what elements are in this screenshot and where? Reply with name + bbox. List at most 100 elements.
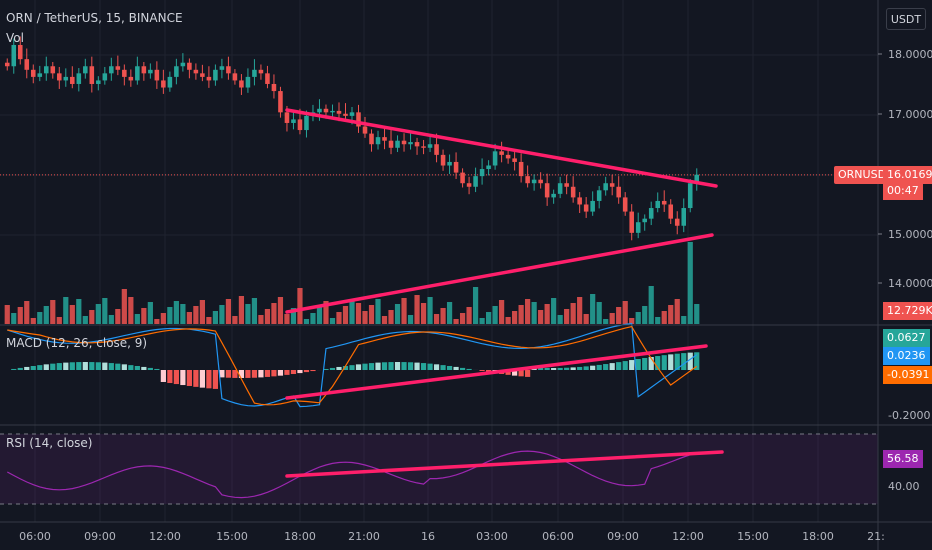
macd-hist-bar xyxy=(30,366,36,370)
macd-hist-bar xyxy=(50,363,56,370)
currency-button[interactable]: USDT xyxy=(886,8,926,30)
macd-hist-bar xyxy=(121,364,127,370)
candle-body xyxy=(635,222,641,233)
macd-hist-bar xyxy=(212,370,219,389)
macd-hist-bar xyxy=(362,363,368,370)
volume-bar xyxy=(167,307,173,324)
macd-hist-bar xyxy=(551,367,557,370)
volume-bar xyxy=(43,306,49,324)
macd-hist-bar xyxy=(466,368,472,370)
macd-hist-bar xyxy=(440,365,446,370)
time-tick-label: 06:00 xyxy=(542,530,574,543)
candle-body xyxy=(622,197,628,212)
candle-body xyxy=(616,186,621,198)
candle-body xyxy=(226,66,231,74)
macd-hist-bar xyxy=(564,367,570,370)
candle-body xyxy=(486,165,491,170)
trendline xyxy=(285,450,724,478)
volume-bar xyxy=(544,304,550,324)
macd-hist-bar xyxy=(518,370,524,377)
candle-body xyxy=(76,73,82,84)
candle-body xyxy=(440,154,446,166)
macd-hist-bar xyxy=(648,356,654,370)
candle-body xyxy=(174,66,179,77)
volume-bar xyxy=(518,305,524,324)
volume-bar xyxy=(251,298,258,324)
candle-body xyxy=(323,108,329,113)
trendlines[interactable] xyxy=(285,108,724,478)
candle-body xyxy=(460,172,465,184)
volume-bar xyxy=(232,316,238,324)
macd-hist-bar xyxy=(199,370,205,388)
candle-body xyxy=(512,158,517,162)
volume-bar xyxy=(245,304,251,324)
volume-bar xyxy=(89,310,95,324)
candle-body xyxy=(187,62,192,70)
macd-hist-bar xyxy=(355,364,362,370)
candle-body xyxy=(603,183,608,191)
volume-bar xyxy=(459,313,466,324)
candle-body xyxy=(148,69,153,74)
macd-hist-bar xyxy=(590,365,596,370)
volume-bar xyxy=(492,306,498,324)
candle-body xyxy=(278,91,283,113)
volume-bar xyxy=(401,298,407,324)
volume-bar xyxy=(50,300,56,324)
candle-body xyxy=(96,80,101,84)
candle-body xyxy=(395,140,400,148)
macd-hist-bar xyxy=(388,362,394,370)
volume-bar xyxy=(225,299,232,324)
volume-bar xyxy=(37,312,43,324)
macd-hist-bar xyxy=(167,370,173,384)
candle-body xyxy=(83,66,88,74)
macd-hist-bar xyxy=(427,363,433,370)
macd-hist-bar xyxy=(225,370,232,378)
candle-body xyxy=(408,142,413,145)
macd-hist-bar xyxy=(401,362,407,370)
volume-bar xyxy=(570,303,576,324)
macd-hist-bar xyxy=(622,361,628,370)
volume-bar xyxy=(388,310,394,324)
candle-body xyxy=(271,83,277,92)
macd-hist-bar xyxy=(284,370,290,375)
macd-hist-bar xyxy=(538,367,544,370)
volume-bar xyxy=(206,317,212,324)
macd-hist-bar xyxy=(694,352,700,370)
candle-body xyxy=(414,142,420,147)
candle-body xyxy=(206,76,212,81)
volume-bar xyxy=(17,307,23,324)
time-axis[interactable]: 06:00 09:00 12:00 15:00 18:00 21:00 16 03:00 06:… xyxy=(19,530,885,543)
candle-body xyxy=(531,179,537,184)
macd-hist-bar xyxy=(310,370,316,372)
volume-bar xyxy=(407,315,414,324)
candle-body xyxy=(44,66,49,74)
candle-body xyxy=(369,133,374,145)
volume-bar xyxy=(4,305,10,324)
candle-body xyxy=(551,193,556,198)
macd-hist-bar xyxy=(193,370,199,387)
symbol-legend: ORN / TetherUS, 15, BINANCE xyxy=(6,11,183,25)
volume-bar xyxy=(668,305,674,324)
volume-bar xyxy=(316,307,323,324)
macd-hist-bar xyxy=(687,352,693,370)
macd-hist-bar xyxy=(82,362,88,370)
volume-bar xyxy=(24,301,30,324)
volume-bar xyxy=(525,299,531,324)
macd-hist-bar xyxy=(368,363,375,370)
time-tick-label: 18:00 xyxy=(284,530,316,543)
volume-bar xyxy=(420,303,427,324)
trendline xyxy=(285,108,718,188)
macd-hist-bar xyxy=(95,362,101,370)
volume-bar xyxy=(499,300,505,324)
macd-hist-bar xyxy=(394,362,401,370)
macd-hist-bar xyxy=(329,367,336,370)
macd-hist-bar xyxy=(56,363,62,370)
macd-hist-bar xyxy=(271,370,277,377)
candle-body xyxy=(401,140,407,145)
price-axis[interactable]: 18.0000 17.0000 15.0000 14.0000 -0.2000 40.00 xyxy=(878,48,932,493)
volume-bar xyxy=(69,305,75,324)
volume-bar xyxy=(512,311,518,324)
volume-bar xyxy=(30,318,36,324)
